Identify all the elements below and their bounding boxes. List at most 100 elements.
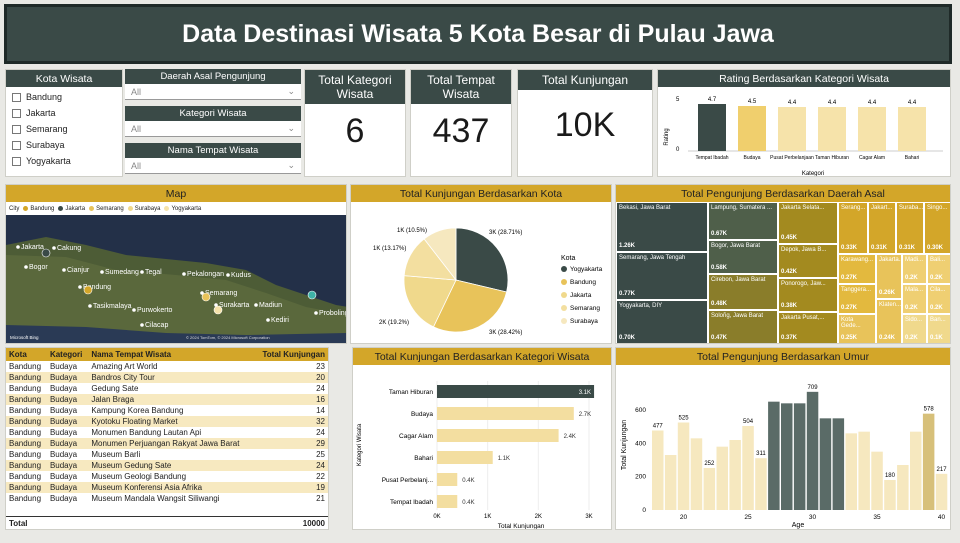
pie-slice[interactable] (432, 279, 508, 333)
category-bar[interactable] (437, 429, 559, 442)
treemap-cell[interactable]: Jakart... 0.31K (868, 202, 896, 254)
column-header[interactable]: Total Kunjungan (254, 348, 328, 361)
map-view[interactable]: Microsoft Bing © 2024 TomTom, © 2024 Mic… (6, 215, 347, 343)
age-bar[interactable] (910, 431, 922, 510)
treemap-cell[interactable]: Sido... 0.2K (902, 314, 927, 343)
rating-bar[interactable] (898, 107, 926, 151)
city-dot[interactable] (78, 285, 82, 289)
treemap-cell[interactable]: Bali... 0.2K (927, 254, 950, 284)
treemap-cell[interactable]: Singo... 0.30K (924, 202, 950, 254)
pie-slice[interactable] (403, 275, 457, 328)
table-row[interactable]: Bandung Budaya Gedung Sate 24 (6, 383, 328, 394)
treemap-cell[interactable]: Semarang, Jawa Tengah 0.77K (616, 252, 708, 300)
city-dot[interactable] (24, 265, 28, 269)
data-point[interactable] (213, 305, 223, 315)
table-row[interactable]: Bandung Budaya Amazing Art World 23 (6, 361, 328, 372)
kota-option[interactable]: Jakarta (6, 105, 122, 121)
treemap-cell[interactable]: Klaten... 0.24K (876, 299, 902, 343)
table-row[interactable]: Bandung Budaya Kampung Korea Bandung 14 (6, 405, 328, 416)
city-dot[interactable] (16, 245, 20, 249)
category-bar[interactable] (437, 451, 493, 464)
treemap-cell[interactable]: Tanggera... 0.27K (838, 284, 876, 314)
column-header[interactable]: Kategori (46, 348, 89, 361)
age-bar[interactable] (703, 468, 716, 510)
table-row[interactable]: Bandung Budaya Monumen Bandung Lautan Api 2… (6, 427, 328, 438)
table-row[interactable]: Bandung Budaya Museum Geologi Bandung 22 (6, 471, 328, 482)
age-bar[interactable] (922, 413, 935, 510)
pie-slice[interactable] (423, 227, 457, 282)
age-bar[interactable] (806, 391, 819, 510)
kota-option[interactable]: Bandung (6, 89, 122, 105)
age-bar[interactable] (897, 465, 909, 510)
treemap-cell[interactable]: Yogyakarta, DIY 0.70K (616, 300, 708, 343)
age-bar[interactable] (819, 418, 832, 510)
rating-bar[interactable] (818, 107, 846, 151)
pie-slice[interactable] (455, 227, 509, 293)
age-bar[interactable] (858, 431, 870, 510)
category-bar[interactable] (437, 473, 458, 486)
age-bar[interactable] (781, 403, 793, 510)
rating-bar[interactable] (738, 106, 766, 151)
city-dot[interactable] (182, 272, 186, 276)
age-bar[interactable] (768, 401, 780, 510)
age-bar[interactable] (729, 440, 741, 510)
treemap-cell[interactable]: Ponorogo, Jaw... 0.38K (778, 278, 838, 312)
city-dot[interactable] (100, 270, 104, 274)
data-point[interactable] (201, 292, 211, 302)
table-row[interactable]: Bandung Budaya Monumen Perjuangan Rakyat J… (6, 438, 328, 449)
city-dot[interactable] (52, 246, 56, 250)
rating-bar[interactable] (698, 104, 726, 151)
treemap-cell[interactable]: Cirebon, Jawa Barat 0.48K (708, 274, 778, 310)
treemap-cell[interactable]: Lampung, Sumatera ... 0.67K (708, 202, 778, 240)
table-row[interactable]: Bandung Budaya Kyotoku Floating Market 32 (6, 416, 328, 427)
city-dot[interactable] (132, 308, 136, 312)
city-dot[interactable] (140, 323, 144, 327)
table-row[interactable]: Bandung Budaya Museum Barli 25 (6, 449, 328, 460)
rating-bar[interactable] (858, 107, 886, 151)
age-bar[interactable] (755, 458, 767, 510)
treemap-cell[interactable]: Jakarta Pusat,... 0.37K (778, 312, 838, 343)
city-dot[interactable] (62, 268, 66, 272)
kota-option[interactable]: Surabaya (6, 137, 122, 153)
age-bar[interactable] (832, 418, 845, 510)
table-row[interactable]: Bandung Budaya Museum Konferensi Asia Afri… (6, 482, 328, 493)
city-dot[interactable] (314, 311, 318, 315)
treemap-cell[interactable]: Kota Gede... 0.25K (838, 314, 876, 343)
treemap-cell[interactable]: Jakarta Selata... 0.45K (778, 202, 838, 244)
city-dot[interactable] (88, 304, 92, 308)
table-row[interactable]: Bandung Budaya Museum Mandala Wangsit Sili… (6, 493, 328, 504)
city-dot[interactable] (200, 291, 204, 295)
treemap-cell[interactable]: Serang... 0.33K (838, 202, 868, 254)
daerah-asal-dropdown[interactable]: All ⌄ (125, 84, 301, 100)
treemap-cell[interactable]: Mala... 0.2K (902, 284, 927, 314)
age-bar[interactable] (871, 451, 883, 510)
age-bar[interactable] (845, 433, 858, 510)
data-point[interactable] (41, 248, 51, 258)
city-dot[interactable] (266, 318, 270, 322)
treemap-cell[interactable]: Ban... 0.1K (927, 314, 950, 343)
checkbox[interactable] (12, 124, 21, 134)
checkbox[interactable] (12, 92, 21, 102)
age-bar[interactable] (664, 455, 677, 510)
age-bar[interactable] (884, 480, 896, 510)
treemap-cell[interactable]: Bekasi, Jawa Barat 1.26K (616, 202, 708, 252)
treemap-cell[interactable]: Karawang... 0.27K (838, 254, 876, 284)
table-row[interactable]: Bandung Budaya Bandros City Tour 20 (6, 372, 328, 383)
kategori-dropdown[interactable]: All ⌄ (125, 121, 301, 137)
age-bar[interactable] (677, 422, 690, 511)
age-bar[interactable] (793, 403, 806, 510)
category-bar[interactable] (437, 407, 574, 420)
city-dot[interactable] (254, 303, 258, 307)
treemap-cell[interactable]: Madi... 0.2K (902, 254, 927, 284)
city-dot[interactable] (140, 270, 144, 274)
age-bar[interactable] (742, 426, 754, 510)
age-bar[interactable] (935, 473, 948, 510)
category-bar[interactable] (437, 385, 595, 398)
kota-option[interactable]: Semarang (6, 121, 122, 137)
treemap-cell[interactable]: Cila... 0.2K (927, 284, 950, 314)
kota-option[interactable]: Yogyakarta (6, 153, 122, 169)
age-bar[interactable] (716, 446, 729, 510)
column-header[interactable]: Nama Tempat Wisata (88, 348, 255, 361)
column-header[interactable]: Kota (6, 348, 47, 361)
table-row[interactable]: Bandung Budaya Museum Gedung Sate 24 (6, 460, 328, 471)
